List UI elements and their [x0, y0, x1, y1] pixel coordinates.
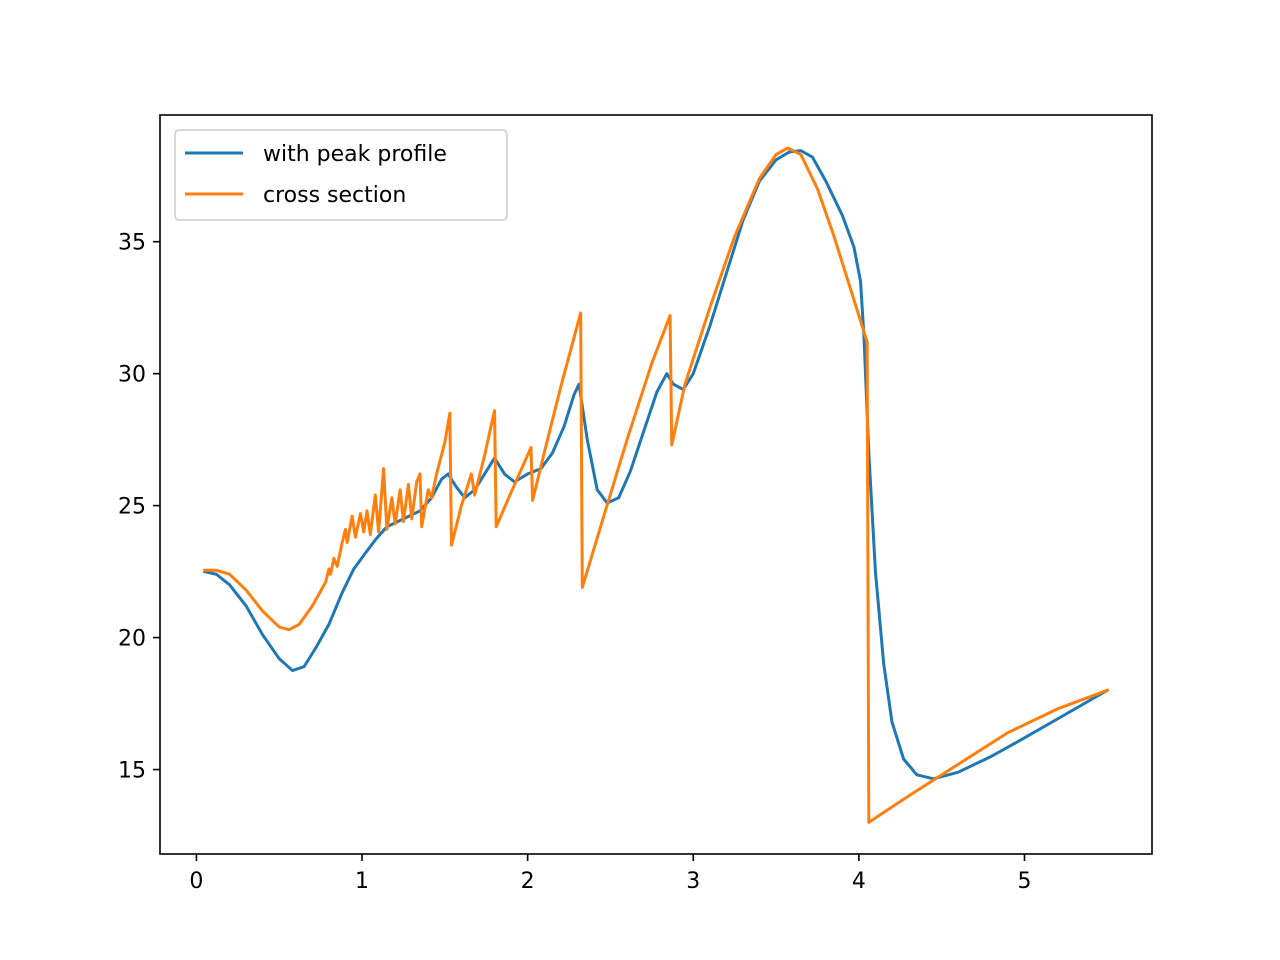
x-tick-label: 2	[521, 869, 535, 894]
y-tick-label: 30	[118, 363, 146, 388]
x-tick-label: 1	[355, 869, 369, 894]
y-tick-label: 15	[118, 759, 146, 784]
x-tick-label: 5	[1017, 869, 1031, 894]
legend-label-cross-section: cross section	[263, 183, 406, 208]
legend: with peak profile cross section	[174, 129, 508, 221]
y-tick-label: 35	[118, 231, 146, 256]
legend-label-with-peak-profile: with peak profile	[263, 142, 447, 167]
y-tick-label: 20	[118, 627, 146, 652]
series-layer	[202, 146, 1110, 824]
legend-box	[174, 129, 508, 221]
x-tick-label: 3	[686, 869, 700, 894]
x-axis: 0 1 2 3 4 5	[189, 854, 1031, 894]
series-line-cross-section	[203, 146, 1110, 824]
x-tick-label: 0	[189, 869, 203, 894]
plot-frame	[159, 114, 1153, 855]
y-axis: 15 20 25 30 35	[118, 231, 160, 784]
plot-background	[160, 115, 1152, 854]
y-tick-label: 25	[118, 495, 146, 520]
x-tick-label: 4	[852, 869, 866, 894]
